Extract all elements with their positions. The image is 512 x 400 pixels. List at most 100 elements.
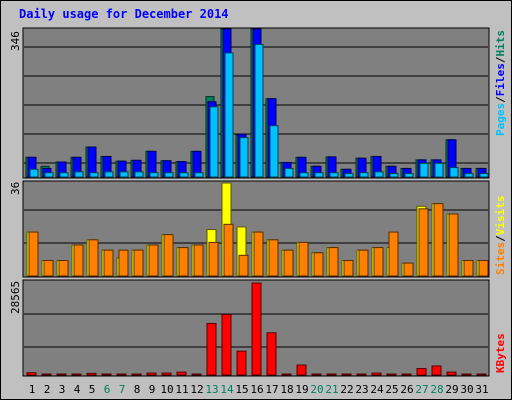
x-tick-label: 24 [370, 383, 384, 396]
bar-kbytes [101, 373, 112, 376]
bar-pages [29, 168, 39, 178]
x-tick-label: 5 [89, 383, 96, 396]
bar-pages [329, 172, 339, 178]
bar-pages [464, 173, 474, 178]
bar-kbytes [221, 313, 232, 376]
bar-kbytes [206, 322, 217, 376]
bar-pages [449, 167, 459, 178]
chart-title: Daily usage for December 2014 [19, 7, 229, 21]
x-tick-label: 18 [280, 383, 293, 396]
x-tick-label: 4 [74, 383, 81, 396]
bar-kbytes [416, 368, 427, 376]
bar-sites [253, 231, 264, 277]
bar-sites [178, 247, 189, 277]
bar-sites [223, 223, 234, 277]
bar-sites [343, 260, 354, 277]
x-tick-label: 22 [340, 383, 353, 396]
ymax-label-mid: 36 [9, 182, 22, 195]
bar-sites [193, 244, 204, 277]
x-tick-label: 16 [250, 383, 263, 396]
bar-sites [328, 247, 339, 277]
bar-kbytes [386, 373, 397, 376]
bar-sites [208, 241, 219, 277]
bar-kbytes [71, 373, 82, 376]
x-tick-label: 2 [44, 383, 51, 396]
bar-pages [194, 172, 204, 178]
x-tick-label: 9 [149, 383, 156, 396]
bar-sites [388, 231, 399, 277]
bar-pages [389, 173, 399, 178]
bar-pages [74, 171, 84, 178]
bar-sites [478, 260, 489, 277]
bar-sites [268, 239, 279, 277]
bar-sites [283, 249, 294, 277]
legend-top: Pages/Files/Hits [494, 30, 507, 136]
bar-pages [374, 171, 384, 178]
bar-sites [448, 213, 459, 277]
bar-sites [58, 260, 69, 277]
bar-pages [89, 172, 99, 178]
bar-kbytes [341, 373, 352, 376]
bar-kbytes [116, 373, 127, 376]
x-axis-labels: 1 2 3 4 5 6 7 8 9 10 11 12 13 14 15 16 17 18 19 20 21 22 23 24 2… [29, 383, 489, 396]
ymax-label-bot: 28565 [9, 281, 22, 314]
bar-kbytes [356, 373, 367, 376]
bar-pages [239, 137, 249, 178]
x-tick-label: 28 [430, 383, 443, 396]
bar-kbytes [266, 332, 277, 376]
bar-pages [299, 172, 309, 178]
bar-kbytes [161, 372, 172, 376]
bar-sites [133, 249, 144, 277]
x-tick-label: 27 [415, 383, 428, 396]
bar-pages [359, 172, 369, 178]
bar-sites [148, 244, 159, 277]
bar-sites [418, 208, 429, 277]
bar-kbytes [401, 373, 412, 376]
x-tick-label: 12 [190, 383, 203, 396]
bar-pages [119, 171, 129, 178]
bar-kbytes [251, 282, 262, 376]
bar-pages [209, 106, 219, 178]
bar-kbytes [461, 373, 472, 376]
bar-pages [404, 173, 414, 178]
bar-pages [44, 172, 54, 178]
bar-kbytes [311, 373, 322, 376]
x-tick-label: 11 [175, 383, 188, 396]
legend-bot: KBytes [494, 333, 507, 373]
legend-kbytes: KBytes [494, 333, 507, 373]
bar-sites [28, 231, 39, 277]
x-tick-label: 3 [59, 383, 66, 396]
panel-visits-sites [22, 180, 490, 278]
bar-kbytes [146, 372, 157, 376]
x-tick-label: 15 [235, 383, 248, 396]
bar-sites [373, 247, 384, 277]
bar-kbytes [281, 373, 292, 376]
bar-kbytes [56, 373, 67, 376]
bar-kbytes [176, 371, 187, 376]
legend-files: Files [494, 63, 507, 96]
bar-sites [358, 249, 369, 277]
bar-pages [59, 172, 69, 178]
bar-kbytes [41, 373, 52, 376]
bar-sites [43, 260, 54, 277]
x-tick-label: 31 [475, 383, 488, 396]
x-tick-label: 26 [400, 383, 413, 396]
bar-kbytes [191, 373, 202, 376]
bar-sites [403, 262, 414, 277]
bar-kbytes [326, 373, 337, 376]
x-tick-label: 25 [385, 383, 398, 396]
bar-kbytes [371, 372, 382, 376]
legend-mid: Sites/Visits [494, 196, 507, 276]
x-tick-label: 21 [325, 383, 338, 396]
bar-kbytes [476, 373, 487, 376]
bar-sites [118, 249, 129, 277]
bar-kbytes [86, 372, 97, 376]
bar-sites [73, 244, 84, 277]
bar-pages [284, 167, 294, 178]
x-tick-label: 6 [104, 383, 111, 396]
bar-pages [479, 173, 489, 178]
x-tick-label: 7 [119, 383, 126, 396]
legend-hits: Hits [494, 30, 507, 57]
x-tick-label: 29 [445, 383, 458, 396]
bar-kbytes [236, 350, 247, 376]
